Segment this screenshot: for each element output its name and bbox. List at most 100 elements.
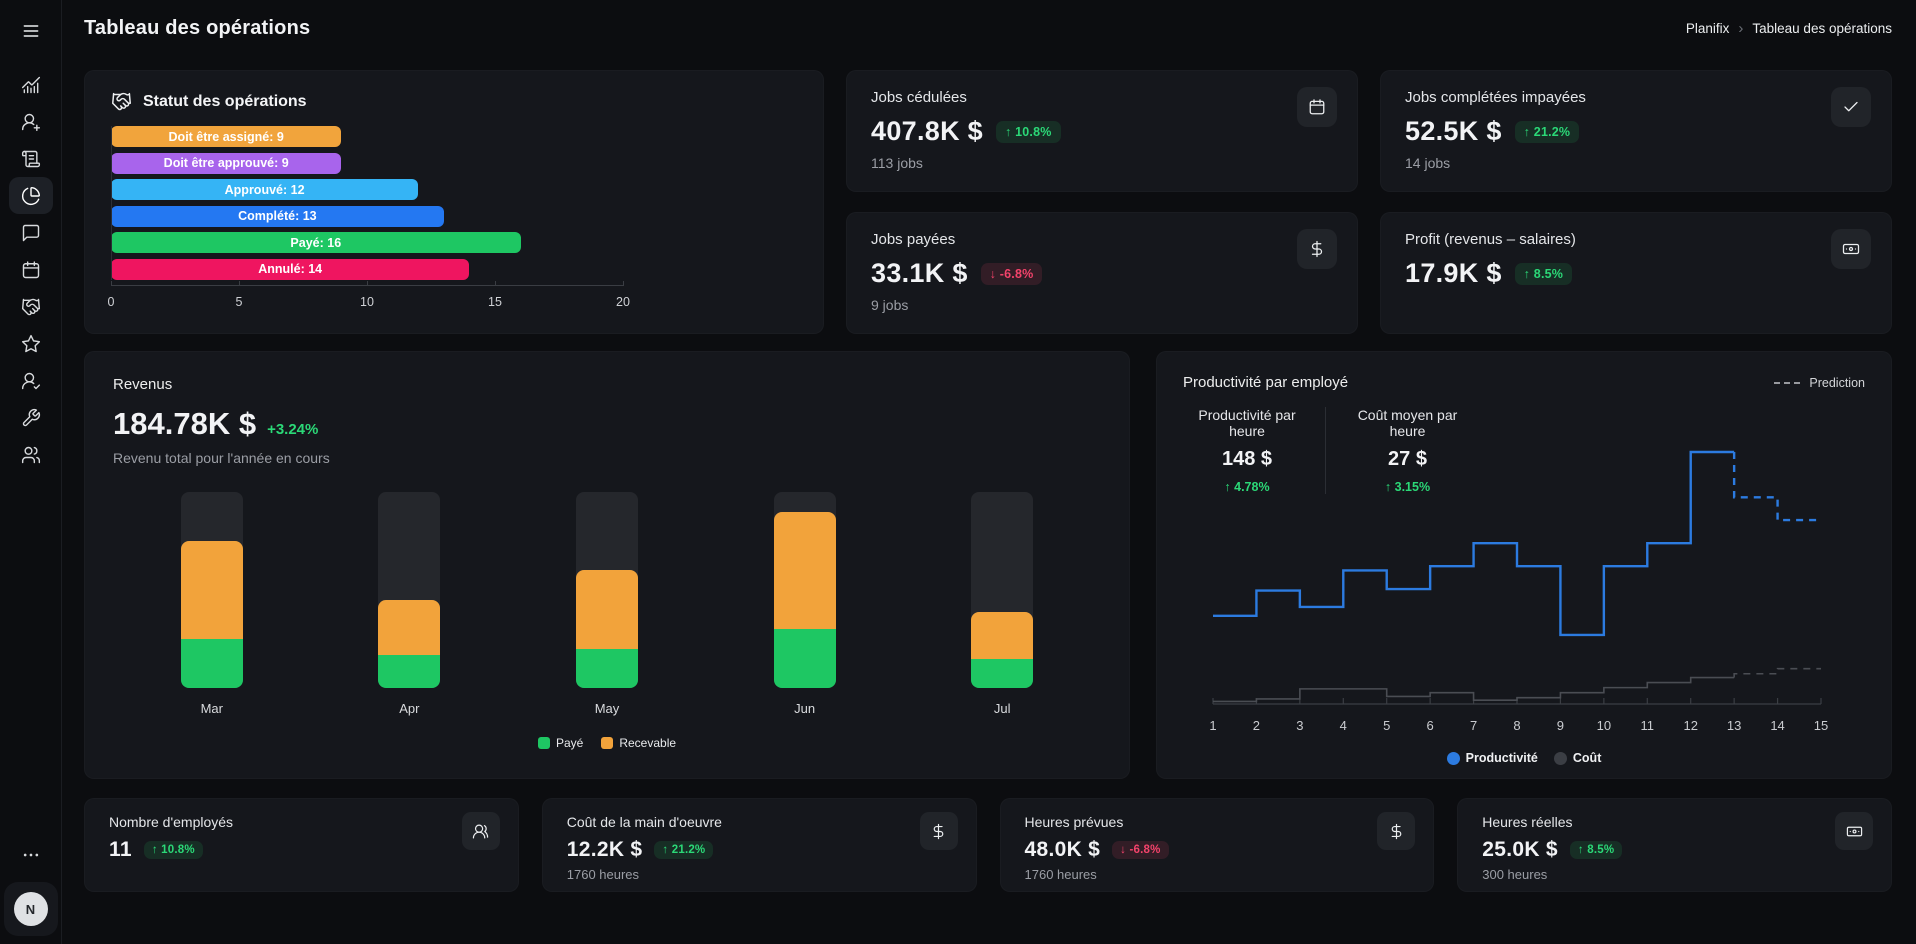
status-bar-label: Annulé: 14	[258, 262, 322, 276]
breadcrumb: Planifix › Tableau des opérations	[1686, 20, 1892, 37]
main-content: Tableau des opérations Planifix › Tablea…	[62, 0, 1916, 944]
legend-item[interactable]: Coût	[1554, 751, 1601, 765]
invoice-icon	[21, 149, 41, 169]
axis-tick	[111, 281, 112, 286]
axis-label: 15	[1814, 718, 1828, 733]
sidebar-footer: N	[4, 836, 58, 936]
revenue-bar[interactable]	[378, 492, 440, 688]
revenue-bar-paid	[181, 639, 243, 688]
axis-label: 9	[1557, 718, 1564, 733]
revenue-subtitle: Revenu total pour l'année en cours	[113, 450, 1101, 466]
legend-label: Payé	[556, 736, 583, 750]
stat-card-heures-reelles: Heures réelles 25.0K $ ↑ 8.5% 300 heures	[1457, 798, 1892, 892]
sidebar-item-analytics[interactable]	[9, 66, 53, 103]
status-bar[interactable]: Annulé: 14	[111, 259, 469, 280]
stat-card-label: Heures prévues	[1025, 814, 1410, 830]
legend-item[interactable]: Productivité	[1447, 751, 1538, 765]
axis-label: 10	[360, 295, 374, 309]
productivity-stats: Productivité par heure 148 $ ↑ 4.78% Coû…	[1183, 407, 1865, 494]
stat-card-label: Jobs payées	[871, 231, 1333, 248]
stat-card-employes: Nombre d'employés 11 ↑ 10.8%	[84, 798, 519, 892]
revenue-month-label: Mar	[181, 701, 243, 716]
breadcrumb-root[interactable]: Planifix	[1686, 21, 1730, 36]
legend-item[interactable]: Payé	[538, 736, 583, 750]
legend-label: Productivité	[1466, 751, 1538, 765]
status-bar[interactable]: Approuvé: 12	[111, 179, 418, 200]
stat-card-sub	[1405, 297, 1867, 313]
sidebar-nav	[9, 66, 53, 473]
stat-cost-per-hour: Coût moyen par heure 27 $ ↑ 3.15%	[1325, 407, 1475, 494]
stat-card-label: Heures réelles	[1482, 814, 1867, 830]
revenue-bar-paid	[378, 655, 440, 688]
avatar[interactable]: N	[14, 892, 48, 926]
page-title: Tableau des opérations	[84, 17, 310, 40]
star-icon	[21, 334, 41, 354]
hamburger-icon	[21, 21, 41, 41]
status-bar[interactable]: Doit être approuvé: 9	[111, 153, 341, 174]
sidebar-item-calendar[interactable]	[9, 251, 53, 288]
stat-card-cout-main-doeuvre: Coût de la main d'oeuvre 12.2K $ ↑ 21.2%…	[542, 798, 977, 892]
revenue-bar[interactable]	[774, 492, 836, 688]
stat-card-label: Jobs cédulées	[871, 89, 1333, 106]
delta-badge: ↑ 21.2%	[1515, 121, 1580, 143]
revenue-bar[interactable]	[181, 492, 243, 688]
stat-value: 148 $	[1183, 448, 1311, 471]
legend-swatch	[1447, 752, 1460, 765]
status-chart-axis: 05101520	[111, 285, 623, 313]
sidebar-item-invoices[interactable]	[9, 140, 53, 177]
revenue-chart-legend: Payé Recevable	[113, 736, 1101, 750]
stat-card-sub	[109, 867, 494, 883]
status-bar[interactable]: Payé: 16	[111, 232, 521, 253]
revenue-bar-paid	[971, 659, 1033, 688]
stat-card-label: Profit (revenus – salaires)	[1405, 231, 1867, 248]
delta-badge: ↑ 8.5%	[1570, 841, 1622, 859]
sidebar-item-messages[interactable]	[9, 214, 53, 251]
status-card-title: Statut des opérations	[143, 93, 307, 111]
status-bar-label: Approuvé: 12	[225, 183, 305, 197]
revenue-bar-paid	[576, 649, 638, 688]
axis-label: 1	[1209, 718, 1216, 733]
stat-card-sub: 113 jobs	[871, 155, 1333, 171]
status-bar[interactable]: Doit être assigné: 9	[111, 126, 341, 147]
revenue-bar-receivable	[378, 600, 440, 655]
status-bar[interactable]: Complété: 13	[111, 206, 444, 227]
dollar-icon	[1377, 812, 1415, 850]
chevron-right-icon: ›	[1738, 20, 1743, 37]
sidebar-item-team[interactable]	[9, 436, 53, 473]
axis-label: 15	[488, 295, 502, 309]
sidebar-item-tools[interactable]	[9, 399, 53, 436]
axis-label: 4	[1340, 718, 1347, 733]
stat-card-sub: 1760 heures	[567, 867, 952, 883]
revenue-month-label: May	[576, 701, 638, 716]
stat-card-heures-prevues: Heures prévues 48.0K $ ↓ -6.8% 1760 heur…	[1000, 798, 1435, 892]
axis-label: 20	[616, 295, 630, 309]
sidebar-item-user-check[interactable]	[9, 362, 53, 399]
revenue-bar[interactable]	[971, 492, 1033, 688]
revenue-bar-receivable	[971, 612, 1033, 659]
sidebar-item-dashboard[interactable]	[9, 177, 53, 214]
prediction-dash-icon	[1774, 382, 1800, 384]
stat-label: Coût moyen par heure	[1340, 407, 1475, 439]
sidebar-item-partners[interactable]	[9, 288, 53, 325]
stat-card-value: 407.8K $	[871, 116, 983, 147]
productivity-card-title: Productivité par employé	[1183, 374, 1348, 391]
calendar-icon	[1297, 87, 1337, 127]
status-card: Statut des opérations Doit être assigné:…	[84, 70, 824, 334]
bottom-kpi-grid: Nombre d'employés 11 ↑ 10.8% Coût de la …	[84, 798, 1892, 892]
menu-button[interactable]	[9, 12, 53, 50]
more-button[interactable]	[9, 836, 53, 874]
legend-item[interactable]: Recevable	[601, 736, 676, 750]
analytics-icon	[21, 75, 41, 95]
revenue-bar[interactable]	[576, 492, 638, 688]
stat-card-sub: 1760 heures	[1025, 867, 1410, 883]
status-chart: Doit être assigné: 9 Doit être approuvé: …	[111, 126, 623, 313]
sidebar-item-user-add[interactable]	[9, 103, 53, 140]
wrench-icon	[21, 408, 41, 428]
kpi-grid: Statut des opérations Doit être assigné:…	[84, 70, 1892, 334]
handshake-icon	[111, 91, 132, 112]
delta-badge: ↑ 21.2%	[654, 841, 713, 859]
axis-label: 11	[1641, 718, 1655, 733]
stat-card-sub: 14 jobs	[1405, 155, 1867, 171]
sidebar-item-favorites[interactable]	[9, 325, 53, 362]
user-add-icon	[21, 112, 41, 132]
